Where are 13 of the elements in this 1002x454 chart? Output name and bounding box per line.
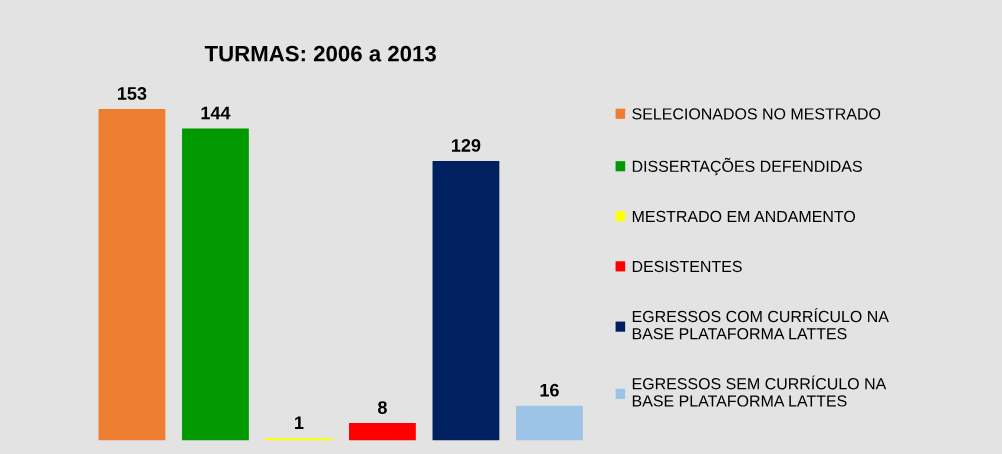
data-label: 144 <box>201 106 231 120</box>
legend-label: DISSERTAÇÕES DEFENDIDAS <box>632 157 862 176</box>
data-label: 153 <box>118 87 147 100</box>
legend-label: DESISTENTES <box>632 260 742 273</box>
chart-title: TURMAS: 2006 a 2013 <box>204 45 436 62</box>
data-label: 129 <box>452 139 481 152</box>
legend-label: EGRESSOS COM CURRÍCULO NA BASE PLATAFORMA LATTES <box>632 308 889 340</box>
legend-label: SELECIONADOS NO MESTRADO <box>632 108 881 120</box>
data-label: 16 <box>540 383 559 397</box>
data-label: 8 <box>377 401 387 414</box>
data-label: 1 <box>295 416 304 429</box>
legend-label: EGRESSOS SEM CURRÍCULO NA BASE PLATAFORMA LATTES <box>632 375 887 407</box>
legend-label: MESTRADO EM ANDAMENTO <box>632 210 856 223</box>
